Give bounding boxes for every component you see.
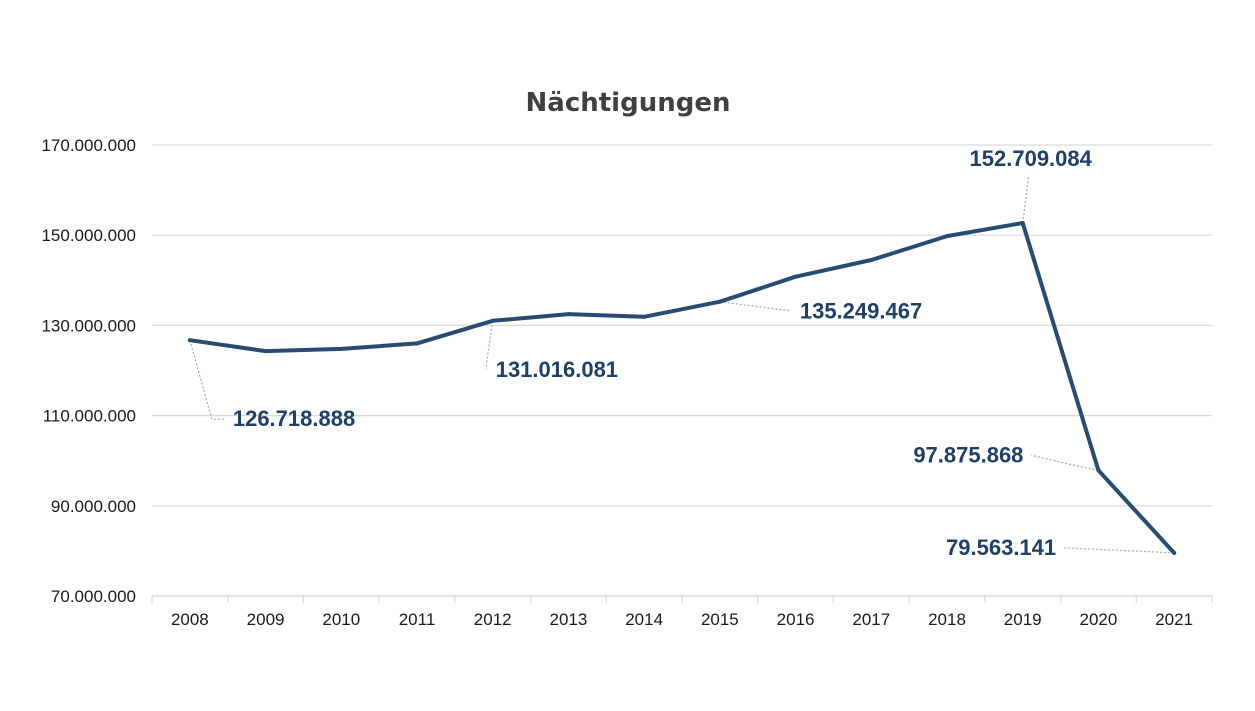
data-point	[1172, 550, 1177, 555]
x-tick-label: 2013	[550, 610, 588, 629]
data-point	[263, 349, 268, 354]
x-axis: 2008 2009 2010 2011 2012 2013 2014 2015 2016 2017…	[151, 595, 1213, 629]
label-leader-lines	[189, 175, 1175, 554]
x-tick-label: 2008	[171, 610, 209, 629]
data-point	[1020, 220, 1025, 225]
x-tick-label: 2019	[1004, 610, 1042, 629]
x-tick-label: 2014	[625, 610, 663, 629]
data-label: 79.563.141	[946, 535, 1056, 560]
data-point	[339, 346, 344, 351]
y-tick-label: 130.000.000	[41, 316, 136, 335]
series-line	[187, 221, 1177, 555]
x-tick-label: 2011	[399, 610, 436, 629]
data-point	[415, 341, 419, 346]
leader-line	[189, 340, 225, 420]
y-tick-label: 70.000.000	[51, 587, 136, 606]
data-point	[642, 314, 647, 319]
data-point	[187, 338, 192, 343]
x-tick-label: 2017	[852, 610, 890, 629]
leader-line	[485, 320, 494, 369]
x-tick-label: 2015	[701, 610, 739, 629]
data-point	[793, 274, 798, 279]
leader-line	[1064, 547, 1175, 554]
data-point	[945, 234, 949, 239]
data-label: 135.249.467	[800, 299, 922, 324]
leader-line	[1031, 454, 1099, 471]
data-label: 97.875.868	[913, 442, 1023, 467]
chart-title: Nächtigungen	[526, 88, 731, 118]
data-point	[717, 299, 722, 304]
y-tick-label: 90.000.000	[51, 497, 136, 516]
data-point	[566, 312, 571, 317]
x-tick-label: 2012	[474, 610, 512, 629]
y-axis: 70.000.000 90.000.000 110.000.000 130.000.0…	[41, 136, 136, 606]
data-label: 152.709.084	[970, 146, 1093, 171]
data-point	[490, 318, 495, 323]
x-tick-label: 2021	[1155, 610, 1193, 629]
data-label: 131.016.081	[496, 357, 618, 382]
leader-line	[719, 301, 790, 312]
x-tick-label: 2018	[928, 610, 966, 629]
x-tick-label: 2010	[322, 610, 360, 629]
y-tick-label: 170.000.000	[41, 136, 136, 155]
x-tick-label: 2009	[247, 610, 285, 629]
y-tick-label: 150.000.000	[41, 226, 136, 245]
data-label: 126.718.888	[233, 406, 355, 431]
data-labels: 126.718.888 131.016.081 135.249.467 152.709…	[233, 146, 1093, 560]
series-layer	[187, 220, 1177, 555]
gridlines	[152, 144, 1212, 597]
x-tick-label: 2020	[1080, 610, 1118, 629]
data-point	[1096, 468, 1101, 473]
x-tick-label: 2016	[777, 610, 815, 629]
y-tick-label: 110.000.000	[43, 407, 136, 426]
leader-line	[1022, 175, 1030, 224]
data-point	[869, 258, 874, 263]
